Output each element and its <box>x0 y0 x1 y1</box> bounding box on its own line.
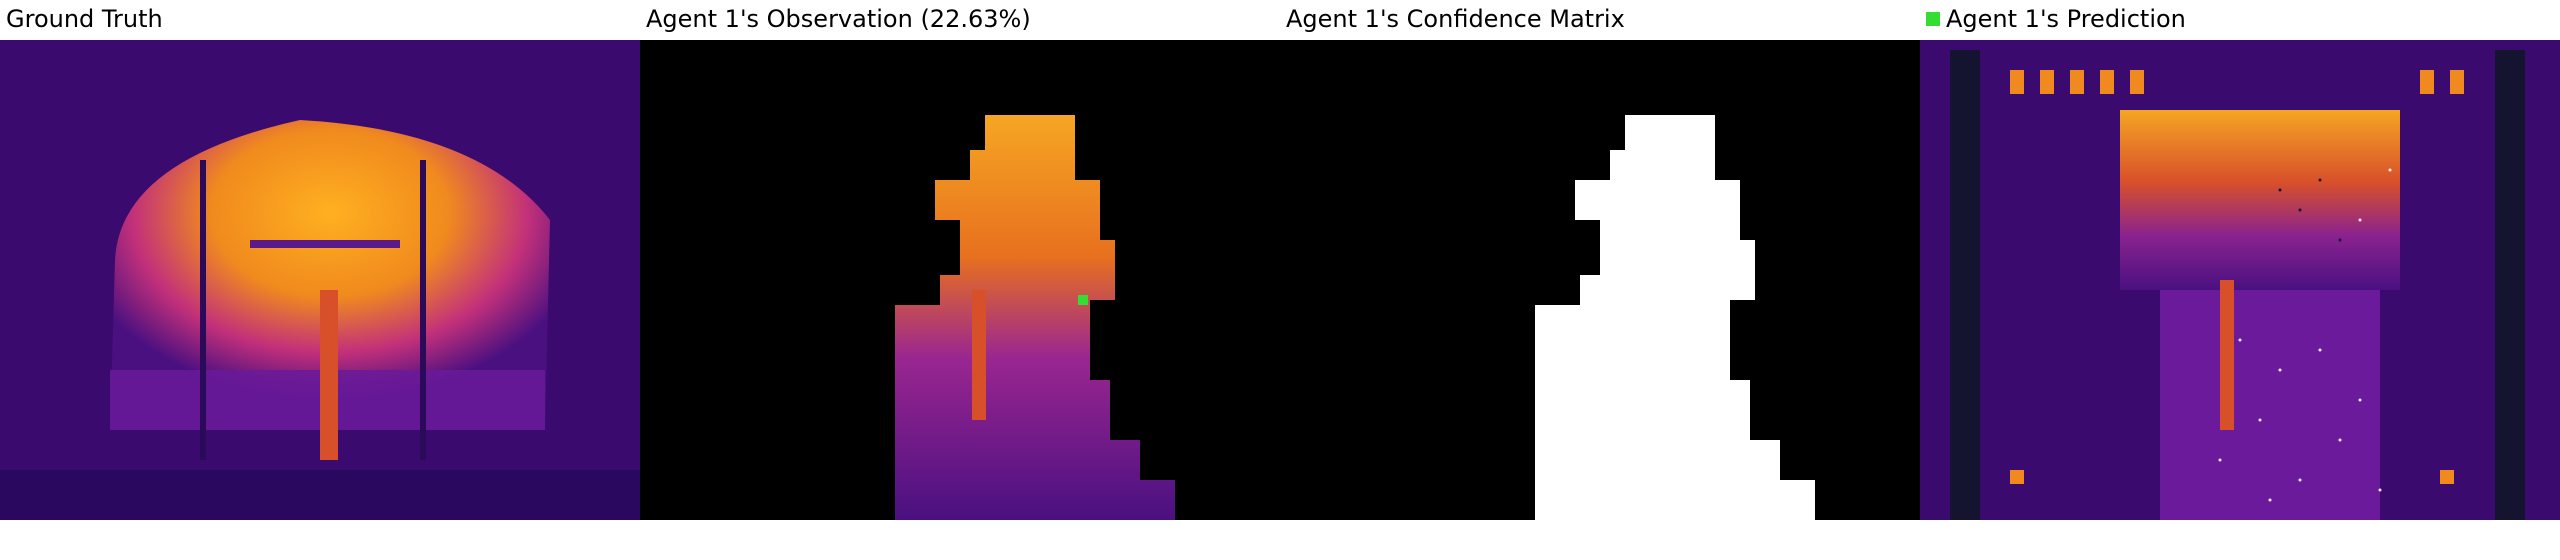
observation-heatmap <box>640 40 1280 520</box>
prediction-heatmap <box>1920 40 2560 520</box>
confidence-title: Agent 1's Confidence Matrix <box>1286 5 1625 33</box>
legend-swatch <box>1926 12 1940 26</box>
agent-marker <box>1078 295 1088 305</box>
observation-image <box>640 40 1280 520</box>
prediction-panel: Agent 1's Prediction <box>1920 0 2560 520</box>
ground-truth-panel: Ground Truth <box>0 0 640 520</box>
confidence-panel: Agent 1's Confidence Matrix <box>1280 0 1920 520</box>
ground-truth-heatmap <box>0 40 640 520</box>
observation-title: Agent 1's Observation (22.63%) <box>646 5 1031 33</box>
ground-truth-image <box>0 40 640 520</box>
prediction-image <box>1920 40 2560 520</box>
confidence-mask <box>1280 40 1920 520</box>
ground-truth-title: Ground Truth <box>6 5 163 33</box>
confidence-image <box>1280 40 1920 520</box>
prediction-title-text: Agent 1's Prediction <box>1946 5 2186 33</box>
prediction-title: Agent 1's Prediction <box>1926 4 2186 34</box>
observation-panel: Agent 1's Observation (22.63%) <box>640 0 1280 520</box>
